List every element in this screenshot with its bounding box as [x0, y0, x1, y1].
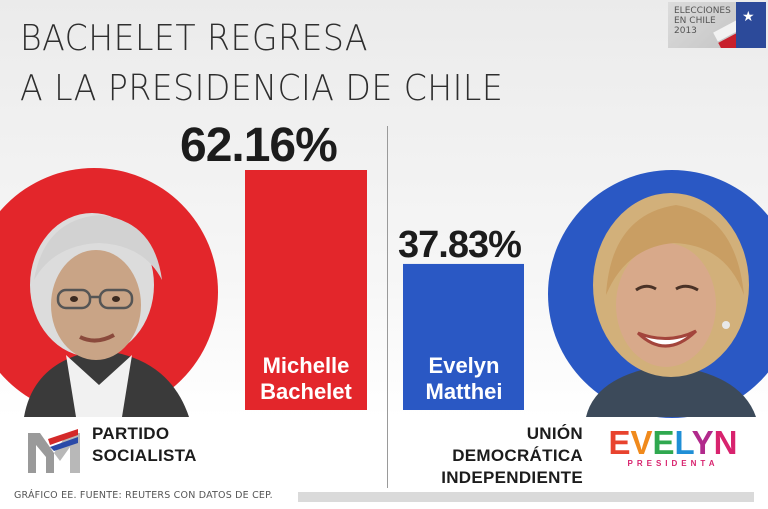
- bar-label-matthei: Evelyn Matthei: [403, 353, 525, 405]
- party-matthei-line-2: DEMOCRÁTICA: [452, 446, 583, 465]
- evelyn-letter-5: Y: [691, 424, 714, 461]
- badge-text-line-2: EN CHILE: [674, 16, 716, 26]
- star-icon: ★: [742, 8, 755, 24]
- evelyn-logo-subtitle: PRESIDENTA: [627, 459, 719, 468]
- evelyn-presidenta-logo: EVELYN PRESIDENTA: [598, 425, 748, 475]
- bar-matthei: [403, 263, 524, 410]
- badge-text-line-1: ELECCIONES: [674, 6, 731, 16]
- matthei-portrait-art: [586, 193, 756, 417]
- matthei-portrait: [566, 175, 766, 417]
- bachelet-last-name: Bachelet: [260, 379, 352, 404]
- evelyn-letter-6: N: [713, 424, 738, 461]
- evelyn-letter-2: V: [630, 424, 653, 461]
- matthei-first-name: Evelyn: [428, 353, 500, 378]
- party-matthei-line-3: INDEPENDIENTE: [441, 468, 583, 487]
- party-bachelet-line-2: SOCIALISTA: [92, 446, 197, 465]
- title-line-1: BACHELET REGRESA: [20, 18, 369, 59]
- footer-rule: [298, 492, 754, 502]
- evelyn-logo-word: EVELYN: [598, 425, 748, 461]
- party-matthei: UNIÓN DEMOCRÁTICA INDEPENDIENTE: [420, 423, 583, 489]
- evelyn-letter-1: E: [608, 424, 631, 461]
- party-matthei-line-1: UNIÓN: [526, 424, 583, 443]
- bachelet-portrait-art: [24, 213, 189, 417]
- title-line-2: A LA PRESIDENCIA DE CHILE: [20, 68, 504, 109]
- badge-text: ELECCIONES EN CHILE 2013: [674, 6, 731, 36]
- center-divider: [387, 126, 388, 488]
- percent-label-bachelet: 62.16%: [180, 119, 338, 172]
- percent-label-matthei: 37.83%: [398, 224, 522, 266]
- evelyn-letter-4: L: [674, 424, 692, 461]
- party-bachelet: PARTIDO SOCIALISTA: [92, 423, 197, 467]
- footer-source: GRÁFICO EE. FUENTE: REUTERS CON DATOS DE…: [14, 490, 273, 501]
- partido-socialista-logo: [28, 429, 80, 473]
- party-bachelet-line-1: PARTIDO: [92, 424, 170, 443]
- elections-badge: ★ ELECCIONES EN CHILE 2013: [668, 2, 766, 48]
- matthei-last-name: Matthei: [425, 379, 503, 404]
- bar-bachelet: [245, 170, 367, 410]
- badge-text-line-3: 2013: [674, 26, 697, 36]
- bachelet-first-name: Michelle: [262, 353, 350, 378]
- bachelet-portrait: [4, 185, 194, 417]
- bar-label-bachelet: Michelle Bachelet: [245, 353, 367, 405]
- evelyn-letter-3: E: [652, 424, 675, 461]
- badge-flag-blue-field: [736, 2, 766, 48]
